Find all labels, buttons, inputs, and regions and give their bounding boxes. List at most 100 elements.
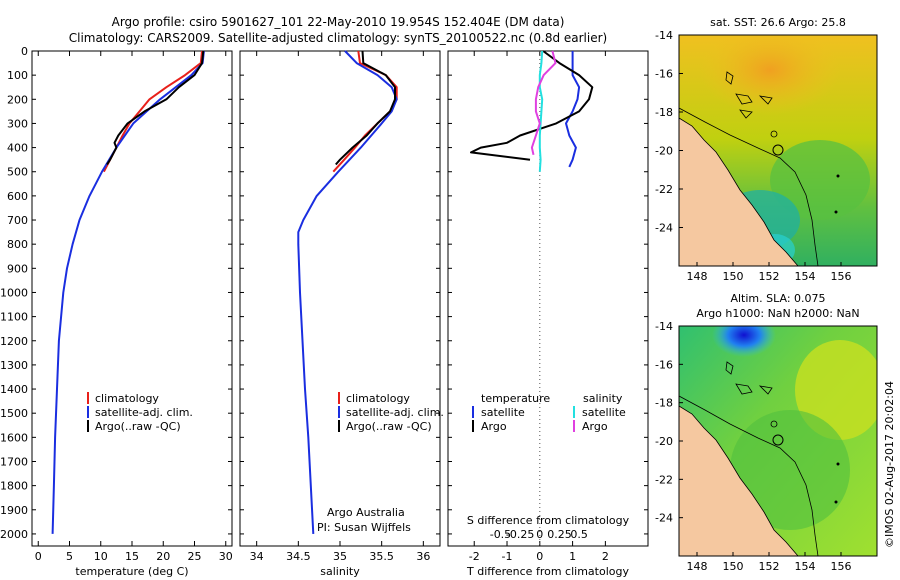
sla-map xyxy=(679,326,877,556)
map-y-tick-label: -14 xyxy=(655,320,673,333)
x-tick-label: 35.5 xyxy=(369,550,394,563)
map-x-tick-label: 154 xyxy=(795,560,816,573)
header-line-2: Climatology: CARS2009. Satellite-adjuste… xyxy=(69,31,607,45)
sla-argo-location-marker xyxy=(772,434,784,446)
map-x-tick-label: 148 xyxy=(687,560,708,573)
y-tick-label: 1500 xyxy=(0,407,28,420)
sst-map xyxy=(679,35,877,266)
salinity-axis-label: salinity xyxy=(320,565,360,578)
sla-land xyxy=(679,405,799,556)
x-tick-label: 1 xyxy=(569,550,576,563)
x-tick-label: 20 xyxy=(156,550,170,563)
map-y-tick-label: -14 xyxy=(655,29,673,42)
y-tick-label: 1200 xyxy=(0,335,28,348)
sla-green-patch xyxy=(730,410,850,530)
annotation-pi-name: PI: Susan Wijffels xyxy=(317,521,411,534)
salinity-plot-area xyxy=(239,50,441,547)
y-tick-label: 800 xyxy=(7,238,28,251)
map-x-tick-label: 150 xyxy=(723,560,744,573)
y-tick-label: 1300 xyxy=(0,359,28,372)
series-line-s-satellite xyxy=(538,50,544,172)
y-tick-label: 1000 xyxy=(0,286,28,299)
map-y-tick-label: -18 xyxy=(655,397,673,410)
sst-land xyxy=(679,117,799,266)
y-tick-label: 600 xyxy=(7,190,28,203)
y-tick-label: 1600 xyxy=(0,431,28,444)
legend-label-climatology: climatology xyxy=(95,392,159,405)
map-y-tick-label: -22 xyxy=(655,183,673,196)
series-line-argo-raw-qc xyxy=(106,50,205,166)
imos-timestamp: ©IMOS 02-Aug-2017 20:02:04 xyxy=(883,381,896,548)
series-line-satellite-adj-clim xyxy=(297,50,398,534)
difference-top-label: S difference from climatology xyxy=(467,514,630,527)
temperature-legend: climatology satellite-adj. clim. Argo(..… xyxy=(87,392,193,433)
sst-reef-7 xyxy=(834,210,838,214)
series-line-climatology xyxy=(332,50,398,173)
top-tick-label: 0.25 xyxy=(547,528,572,541)
map-y-tick-label: -24 xyxy=(655,222,673,235)
header-line-1: Argo profile: csiro 5901627_101 22-May-2… xyxy=(112,15,565,29)
top-tick-label: -0.5 xyxy=(490,528,511,541)
sst-green-patch xyxy=(770,140,870,220)
x-tick-label: 2 xyxy=(602,550,609,563)
sst-reef-2 xyxy=(735,93,753,105)
sla-map-title-1: Altim. SLA: 0.075 xyxy=(730,292,825,305)
y-tick-label: 1700 xyxy=(0,455,28,468)
series-line-argo-raw-qc xyxy=(335,50,396,166)
map-y-tick-label: -20 xyxy=(655,145,673,158)
x-tick-label: 34.5 xyxy=(286,550,311,563)
sla-map-title-2: Argo h1000: NaN h2000: NaN xyxy=(696,307,859,320)
sla-reef-5 xyxy=(836,462,840,466)
series-line-s-argo xyxy=(530,50,557,156)
top-tick-label: 0 xyxy=(536,528,543,541)
map-x-tick-label: 152 xyxy=(759,560,780,573)
x-tick-label: 0 xyxy=(536,550,543,563)
y-tick-label: 500 xyxy=(7,166,28,179)
sla-reef-1 xyxy=(725,361,734,375)
series-line-climatology xyxy=(103,50,203,173)
difference-plot-area xyxy=(447,50,649,547)
sla-reef-6 xyxy=(834,500,838,504)
difference-axis-label: T difference from climatology xyxy=(466,565,629,578)
legend-header-temperature: temperature xyxy=(481,392,550,405)
map-y-tick-label: -20 xyxy=(655,435,673,448)
sla-shelf-contour xyxy=(679,395,819,556)
legend-label-satellite: satellite-adj. clim. xyxy=(346,406,444,419)
map-x-tick-label: 150 xyxy=(723,270,744,283)
y-tick-label: 100 xyxy=(7,69,28,82)
map-x-tick-label: 156 xyxy=(831,270,852,283)
x-tick-label: 15 xyxy=(125,550,139,563)
legend-header-salinity: salinity xyxy=(583,392,623,405)
x-tick-label: 0 xyxy=(35,550,42,563)
sst-warm-patch xyxy=(700,35,840,115)
x-tick-label: -1 xyxy=(502,550,513,563)
map-y-tick-label: -16 xyxy=(655,68,673,81)
series-line-satellite-adj-clim xyxy=(51,50,205,534)
map-y-tick-label: -16 xyxy=(655,358,673,371)
y-tick-label: 700 xyxy=(7,214,28,227)
legend-label-s-satellite: satellite xyxy=(582,406,626,419)
map-x-tick-label: 156 xyxy=(831,560,852,573)
y-tick-label: 900 xyxy=(7,262,28,275)
sst-argo-location-marker xyxy=(772,144,784,156)
sla-reef-4 xyxy=(770,420,778,428)
map-x-tick-label: 148 xyxy=(687,270,708,283)
x-tick-label: 10 xyxy=(94,550,108,563)
sla-low-anomaly xyxy=(712,326,776,357)
sst-reef-1 xyxy=(725,71,734,85)
map-y-tick-label: -24 xyxy=(655,512,673,525)
legend-label-argo: Argo(..raw -QC) xyxy=(95,420,181,433)
legend-label-t-argo: Argo xyxy=(481,420,507,433)
map-x-tick-label: 152 xyxy=(759,270,780,283)
sst-reef-3 xyxy=(758,95,773,105)
sst-reef-6 xyxy=(836,174,840,178)
difference-legend: temperature salinity satellite Argo sate… xyxy=(472,392,626,433)
series-line-t-argo xyxy=(470,50,594,161)
map-x-tick-label: 154 xyxy=(795,270,816,283)
sst-reef-4 xyxy=(739,109,753,119)
map-y-tick-label: -18 xyxy=(655,106,673,119)
x-tick-label: 35 xyxy=(333,550,347,563)
sst-reef-5 xyxy=(770,130,778,138)
legend-label-satellite: satellite-adj. clim. xyxy=(95,406,193,419)
